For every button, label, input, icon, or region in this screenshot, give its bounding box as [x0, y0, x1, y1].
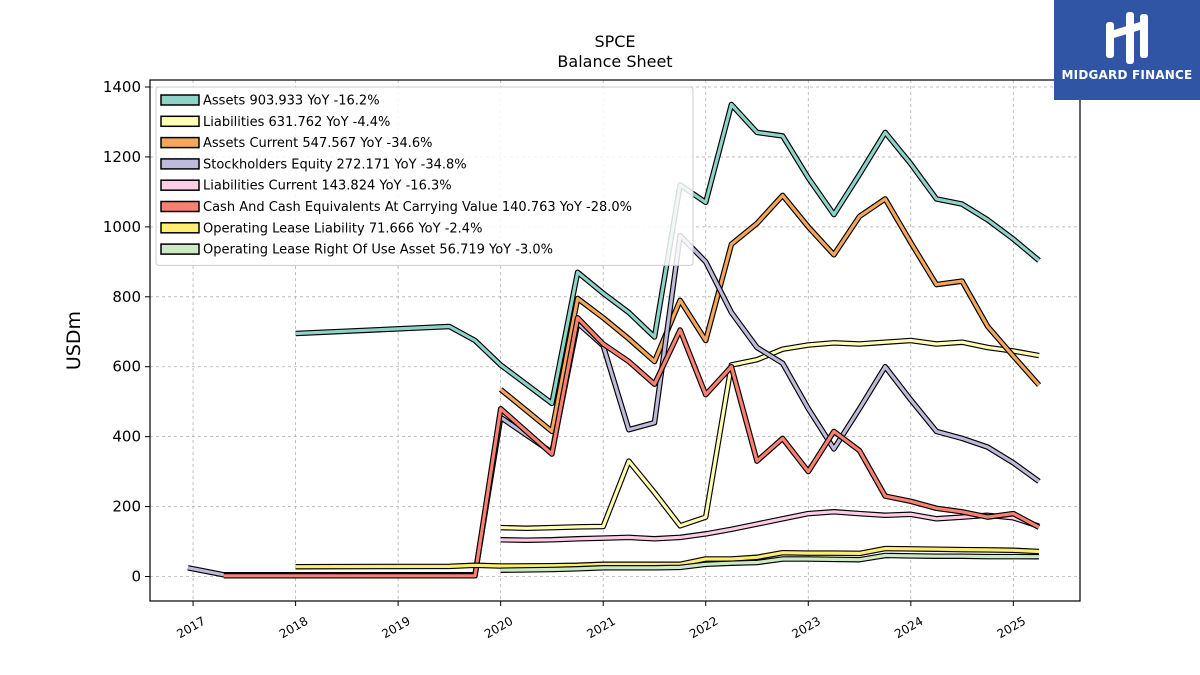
y-axis-ticks: 0 200 400 600 800 1000 1200 1400 — [103, 78, 150, 586]
series-lines — [187, 101, 1042, 579]
legend-swatch — [160, 136, 200, 149]
legend: Assets 903.933 YoY -16.2% Liabilities 631… — [155, 86, 694, 266]
x-tick-label: 2025 — [995, 614, 1028, 641]
chart-title: SPCE — [594, 32, 635, 51]
series-line — [223, 316, 1040, 578]
x-tick-label: 2021 — [584, 614, 617, 641]
series-line — [500, 510, 1040, 542]
chart-subtitle: Balance Sheet — [557, 52, 672, 71]
x-tick-label: 2019 — [379, 614, 412, 641]
series-line — [499, 193, 1041, 433]
series-2 — [500, 337, 1040, 532]
series-8 — [500, 552, 1040, 573]
legend-item: Stockholders Equity 272.171 YoY -34.8% — [160, 157, 467, 172]
brand-logo: MIDGARD FINANCE — [1054, 0, 1200, 100]
series-line — [500, 553, 1040, 572]
y-tick-label: 200 — [112, 498, 141, 516]
x-tick-label: 2023 — [790, 614, 823, 641]
series-3 — [498, 192, 1042, 435]
legend-label: Stockholders Equity 272.171 YoY -34.8% — [203, 157, 467, 172]
legend-item: Operating Lease Liability 71.666 YoY -2.… — [160, 221, 482, 236]
series-line — [295, 102, 1041, 405]
x-tick-label: 2017 — [174, 614, 207, 641]
legend-swatch — [160, 158, 200, 170]
legend-item: Assets 903.933 YoY -16.2% — [160, 94, 380, 109]
legend-label: Operating Lease Right Of Use Asset 56.71… — [203, 243, 553, 258]
series-line — [295, 546, 1040, 569]
series-1 — [295, 101, 1041, 407]
legend-item: Cash And Cash Equivalents At Carrying Va… — [160, 200, 632, 215]
y-tick-label: 0 — [131, 568, 141, 586]
series-line — [187, 234, 1040, 577]
x-tick-label: 2022 — [687, 614, 720, 641]
legend-item: Operating Lease Right Of Use Asset 56.71… — [160, 243, 553, 258]
legend-item: Liabilities Current 143.824 YoY -16.3% — [160, 179, 452, 194]
y-tick-label: 1400 — [103, 78, 141, 96]
series-5 — [500, 509, 1040, 543]
legend-label: Assets 903.933 YoY -16.2% — [203, 94, 380, 109]
legend-label: Assets Current 547.567 YoY -34.6% — [203, 136, 433, 151]
y-tick-label: 1200 — [103, 148, 141, 166]
series-4 — [187, 232, 1041, 578]
series-7 — [295, 545, 1040, 570]
legend-label: Operating Lease Liability 71.666 YoY -2.… — [203, 221, 482, 236]
legend-swatch — [160, 94, 200, 106]
legend-swatch — [160, 243, 200, 255]
series-line — [500, 338, 1040, 530]
legend-swatch — [160, 200, 200, 213]
y-tick-label: 1000 — [103, 218, 141, 236]
legend-label: Liabilities Current 143.824 YoY -16.3% — [203, 179, 452, 194]
x-tick-label: 2018 — [277, 614, 310, 641]
y-tick-label: 800 — [112, 288, 141, 306]
legend-swatch — [160, 222, 200, 234]
x-tick-label: 2020 — [482, 614, 515, 641]
plot-frame — [149, 79, 1081, 602]
legend-swatch — [160, 179, 200, 191]
legend-frame — [155, 86, 694, 266]
y-tick-label: 600 — [112, 358, 141, 376]
legend-label: Cash And Cash Equivalents At Carrying Va… — [203, 200, 632, 215]
x-tick-label: 2024 — [892, 614, 925, 641]
x-axis-ticks: 2017 2018 2019 2020 2021 2022 2023 2024 2025 — [174, 601, 1028, 641]
legend-label: Liabilities 631.762 YoY -4.4% — [203, 115, 390, 130]
brand-name: MIDGARD FINANCE — [1061, 68, 1193, 82]
y-tick-label: 400 — [112, 428, 141, 446]
y-axis-label: USDm — [63, 311, 85, 370]
brand-mark-icon — [1106, 12, 1148, 64]
legend-swatch — [160, 115, 200, 128]
legend-item: Assets Current 547.567 YoY -34.6% — [160, 136, 433, 151]
series-line-outline — [500, 337, 1040, 532]
series-6 — [223, 315, 1041, 579]
series-line-outline — [187, 232, 1041, 578]
legend-item: Liabilities 631.762 YoY -4.4% — [160, 115, 390, 130]
